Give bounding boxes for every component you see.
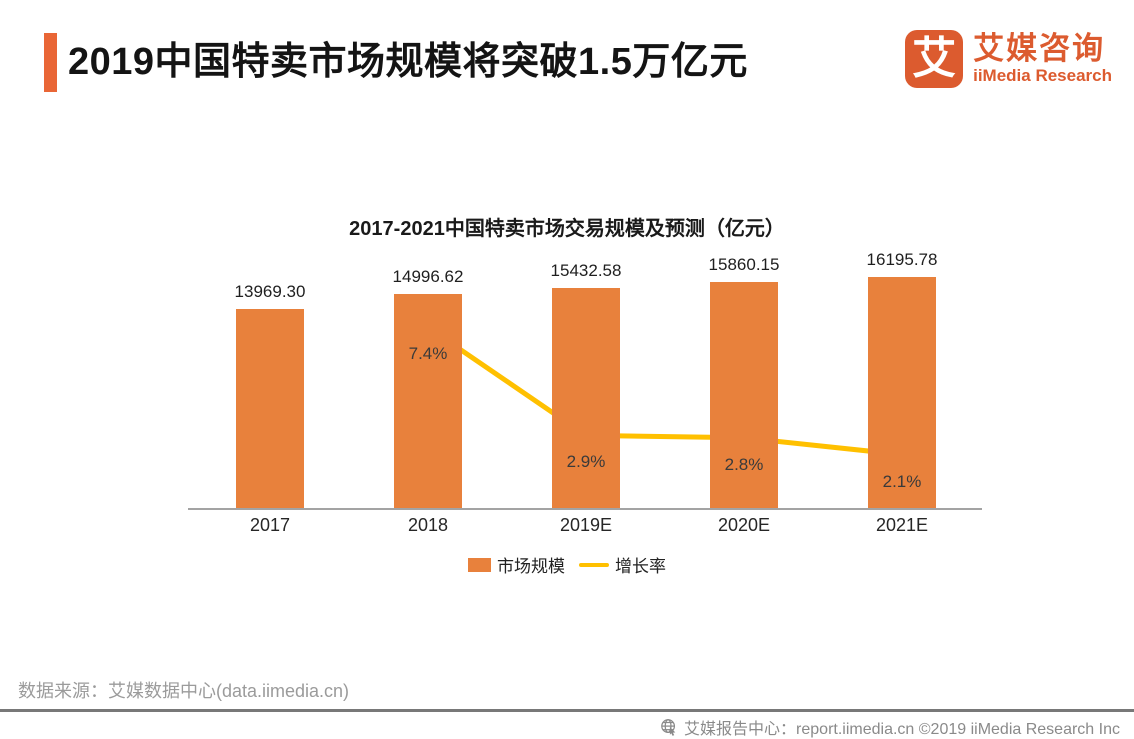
globe-cursor-icon bbox=[661, 719, 676, 736]
growth-rate-label: 2.1% bbox=[882, 471, 922, 491]
bar-2021E bbox=[868, 277, 936, 508]
bar-2020E bbox=[710, 281, 778, 508]
growth-rate-line bbox=[425, 324, 905, 458]
bar-2018 bbox=[394, 294, 462, 508]
bar-value-label: 16195.78 bbox=[866, 250, 938, 269]
x-axis-label-2021E: 2021E bbox=[875, 515, 929, 535]
bar-value-label: 15432.58 bbox=[550, 260, 622, 280]
bar-value-label: 13969.30 bbox=[234, 281, 306, 301]
growth-rate-label: 2.8% bbox=[724, 454, 764, 474]
iimedia-logo-icon: 艾 bbox=[905, 30, 964, 88]
legend-label: 增长率 bbox=[615, 557, 666, 576]
chart-title: 2017-2021中国特卖市场交易规模及预测（亿元） bbox=[349, 218, 785, 240]
bar-value-label: 15860.15 bbox=[708, 254, 780, 274]
iimedia-logo: 艾 艾媒咨询 iiMedia Research bbox=[905, 30, 1112, 88]
x-axis-label-2019E: 2019E bbox=[559, 515, 613, 535]
data-source-note: 数据来源：艾媒数据中心(data.iimedia.cn) bbox=[18, 681, 350, 701]
legend-label: 市场规模 bbox=[497, 557, 565, 576]
bar-2019E bbox=[552, 287, 620, 508]
growth-rate-label: 2.9% bbox=[566, 452, 606, 472]
bar-series-swatch bbox=[468, 557, 491, 572]
legend-item-growth-rate: 增长率 bbox=[579, 552, 666, 577]
bar-2017 bbox=[236, 308, 304, 508]
footer-report-center: 艾媒报告中心：report.iimedia.cn ©2019 iiMedia R… bbox=[660, 715, 1120, 739]
page-title: 2019中国特卖市场规模将突破1.5万亿元 bbox=[68, 41, 748, 83]
growth-rate-label: 7.4% bbox=[408, 344, 448, 364]
title-accent-bar bbox=[44, 33, 57, 92]
logo-name-en: iiMedia Research bbox=[973, 66, 1112, 85]
footer-divider bbox=[0, 709, 1134, 712]
x-axis-label-2017: 2017 bbox=[249, 515, 291, 535]
legend-item-market-size: 市场规模 bbox=[468, 552, 565, 577]
logo-name-cn: 艾媒咨询 bbox=[973, 31, 1106, 66]
line-series-swatch bbox=[579, 562, 609, 567]
chart-plot-area: 13969.30 2017 14996.62 2018 7.4% 15432.58 2019… bbox=[188, 243, 982, 535]
x-axis-label-2018: 2018 bbox=[407, 515, 449, 535]
x-axis-label-2020E: 2020E bbox=[717, 515, 771, 535]
bar-value-label: 14996.62 bbox=[392, 267, 464, 287]
footer-text: 艾媒报告中心：report.iimedia.cn ©2019 iiMedia R… bbox=[684, 721, 1120, 738]
chart-legend: 市场规模 增长率 bbox=[0, 552, 1134, 577]
